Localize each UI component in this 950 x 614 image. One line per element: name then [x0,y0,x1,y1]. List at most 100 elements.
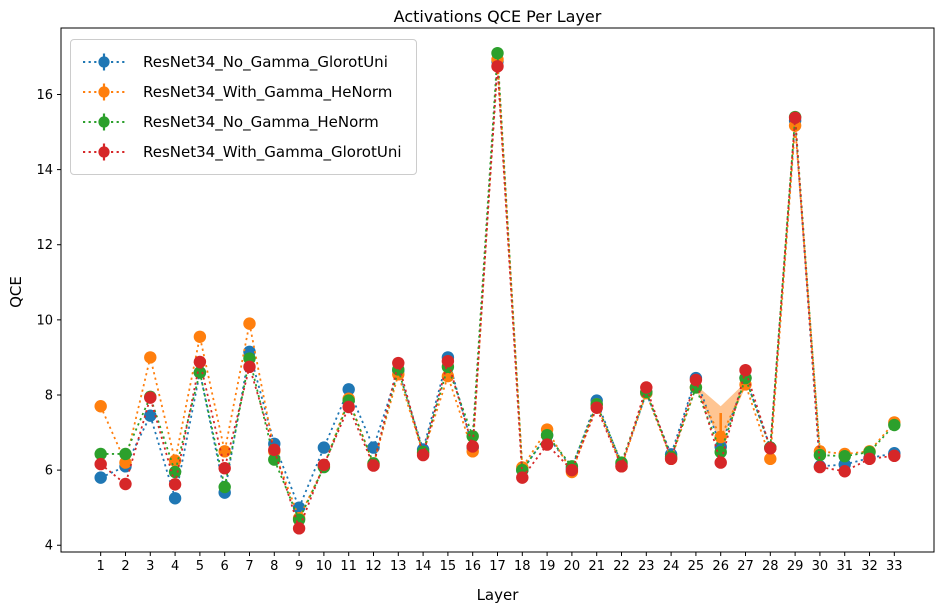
x-tick-label: 24 [663,559,680,574]
x-tick-label: 11 [340,559,357,574]
data-point [491,60,504,73]
data-point [491,46,504,60]
data-point [218,480,231,494]
data-point [193,330,207,343]
x-tick-label: 25 [688,559,705,574]
legend-item: ResNet34_With_Gamma_GlorotUni [81,137,402,167]
legend-item-label: ResNet34_With_Gamma_HeNorm [143,83,393,101]
legend-item: ResNet34_No_Gamma_GlorotUni [81,47,402,77]
y-tick-label: 10 [36,313,53,328]
x-tick-label: 9 [295,559,303,574]
x-tick-label: 18 [514,559,531,574]
y-tick-label: 12 [36,238,53,253]
data-point [714,445,727,459]
legend-item-label: ResNet34_No_Gamma_HeNorm [143,113,379,131]
data-point [813,460,827,474]
x-tick-label: 3 [146,559,154,574]
data-point [218,462,231,475]
data-point [268,443,281,457]
data-point [342,383,355,396]
legend-errorbar-marker-icon [83,53,125,71]
data-point [342,400,355,414]
y-tick-label: 8 [45,388,53,403]
data-point [540,438,554,451]
data-point [292,501,306,514]
data-point [94,447,107,461]
legend-item: ResNet34_No_Gamma_HeNorm [81,107,402,137]
data-point [94,457,107,471]
data-point [367,459,380,472]
data-point [119,456,132,469]
x-tick-label: 6 [221,559,229,574]
x-tick-label: 4 [171,559,179,574]
x-tick-label: 29 [787,559,804,574]
x-tick-label: 20 [564,559,581,574]
data-point [193,366,207,379]
x-tick-label: 19 [539,559,556,574]
x-tick-label: 33 [886,559,903,574]
data-point [193,355,207,369]
data-point [888,449,901,463]
x-tick-label: 7 [245,559,253,574]
x-tick-label: 5 [196,559,204,574]
data-point [416,448,430,462]
data-point [243,360,256,374]
x-tick-label: 23 [638,559,655,574]
x-tick-label: 22 [613,559,630,574]
legend-errorbar-marker-icon [83,113,125,131]
data-point [664,452,678,466]
x-tick-label: 8 [270,559,278,574]
x-tick-label: 1 [97,559,105,574]
data-point [292,522,306,535]
x-tick-label: 10 [316,559,333,574]
data-point [640,381,653,394]
x-tick-label: 28 [762,559,779,574]
data-point [168,492,182,505]
x-tick-label: 16 [464,559,481,574]
x-tick-label: 17 [489,559,506,574]
data-point [168,465,182,479]
data-point [466,440,479,453]
x-tick-label: 13 [390,559,407,574]
data-point [243,317,256,330]
data-point [714,456,727,469]
x-tick-label: 30 [812,559,829,574]
legend-item-label: ResNet34_No_Gamma_GlorotUni [143,53,388,71]
x-axis-label: Layer [476,586,519,604]
data-point [317,441,331,454]
data-point [144,351,157,364]
x-tick-label: 27 [737,559,754,574]
x-tick-label: 31 [836,559,853,574]
y-tick-label: 16 [36,88,53,103]
data-point [888,418,901,432]
data-point [615,460,628,473]
data-point [838,450,851,463]
data-point [168,478,182,491]
data-point [838,465,851,478]
error-band [695,382,746,444]
data-point [317,458,331,472]
chart-title: Activations QCE Per Layer [393,7,602,26]
legend-errorbar-marker-icon [83,143,125,161]
data-point [689,373,703,387]
data-point [441,354,455,368]
data-point [764,442,777,455]
data-point [863,452,876,466]
x-tick-label: 14 [415,559,432,574]
data-point [788,111,802,124]
data-point [144,391,157,404]
y-tick-label: 14 [36,163,53,178]
x-tick-label: 2 [121,559,129,574]
data-point [764,452,777,466]
data-point [268,453,281,466]
data-point [590,401,603,414]
x-tick-label: 21 [588,559,605,574]
data-point [119,477,132,491]
x-tick-label: 12 [365,559,382,574]
data-point [392,356,405,370]
x-tick-label: 32 [861,559,878,574]
data-point [94,471,107,484]
data-point [119,447,132,461]
